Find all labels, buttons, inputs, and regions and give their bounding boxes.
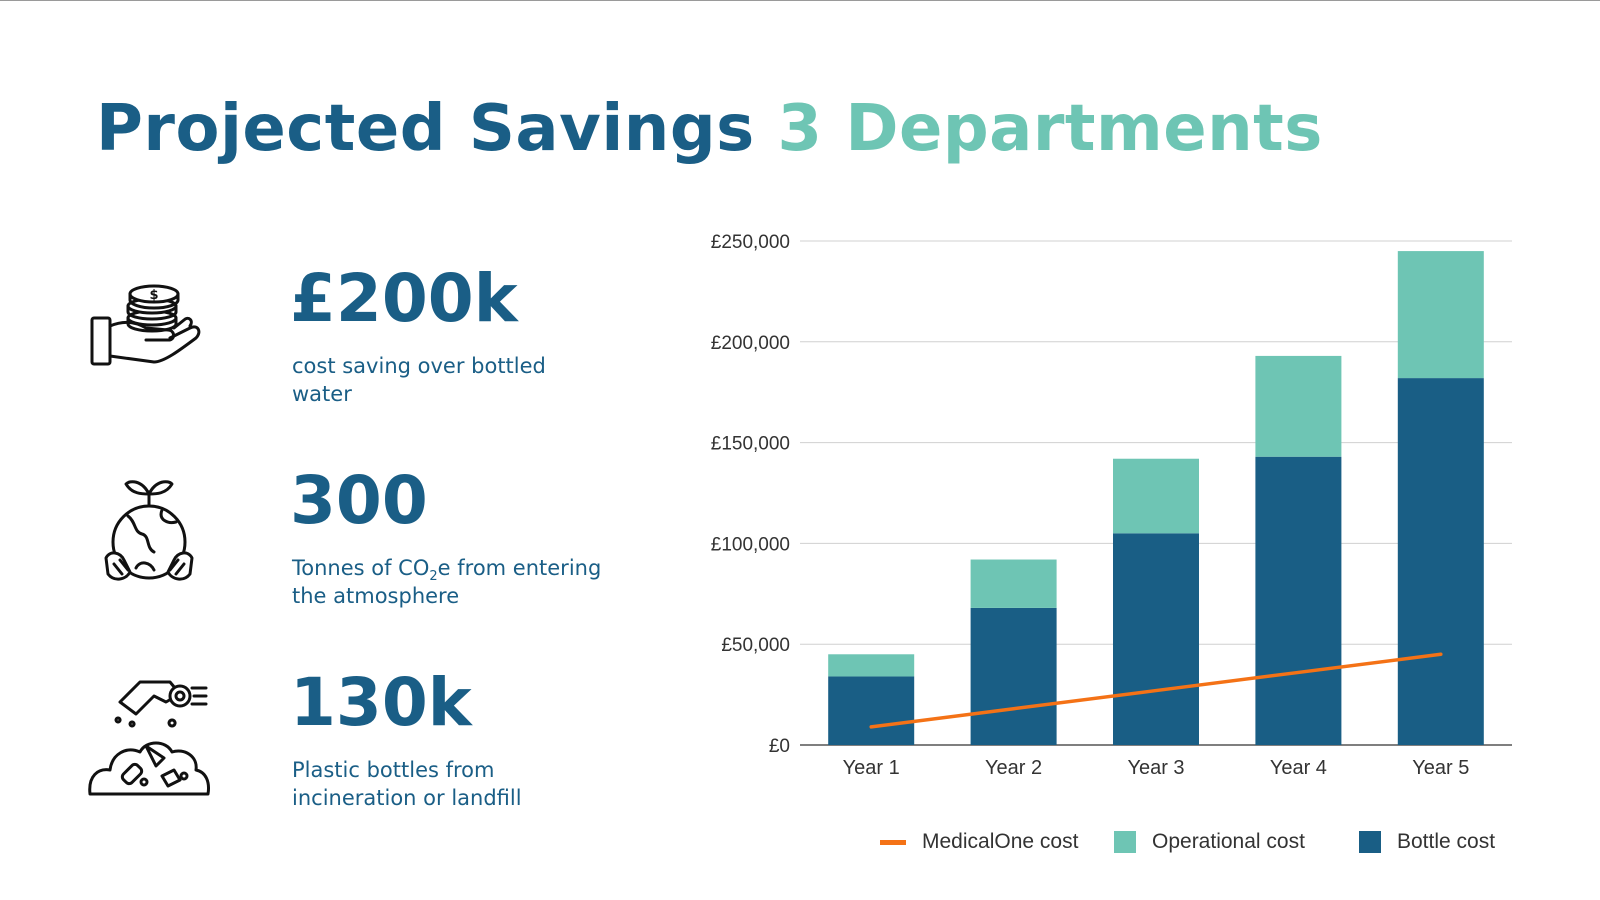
legend-swatch-bottle [1359, 831, 1381, 853]
legend-label: Operational cost [1152, 830, 1305, 853]
bar-operational-cost [970, 559, 1057, 608]
bar-bottle-cost [970, 607, 1057, 745]
line-medicalone-cost [869, 652, 1443, 729]
x-tick-label: Year 5 [1412, 757, 1469, 779]
y-tick-label: £150,000 [711, 434, 790, 455]
page-title: Projected Savings 3 Departments [96, 92, 1323, 166]
bar-operational-cost [828, 654, 915, 677]
x-tick-label: Year 3 [1127, 757, 1184, 779]
y-tick-label: £50,000 [721, 635, 790, 656]
y-tick-label: £200,000 [711, 333, 790, 354]
legend-label: MedicalOne cost [922, 830, 1079, 853]
bar-operational-cost [1397, 251, 1484, 379]
y-tick-label: £0 [769, 736, 790, 757]
x-tick-label: Year 1 [843, 757, 900, 779]
stat-co2: 300 Tonnes of CO2e from entering the atm… [0, 468, 640, 628]
title-main: Projected Savings [96, 92, 755, 166]
legend-item-medicalone: MedicalOne cost [880, 830, 1078, 854]
stat-value: £200k [290, 260, 518, 337]
legend-swatch-operational [1114, 831, 1136, 853]
bar-bottle-cost [1113, 533, 1199, 745]
bar-bottle-cost [1397, 378, 1484, 745]
legend-swatch-line [880, 839, 906, 845]
stat-value: 130k [290, 664, 472, 741]
bar-operational-cost [1255, 355, 1342, 457]
bar-bottle-cost [1255, 456, 1342, 745]
stat-description: Tonnes of CO2e from entering the atmosph… [292, 556, 602, 608]
bar-bottle-cost [828, 676, 915, 745]
y-tick-label: £250,000 [711, 232, 790, 253]
stat-value: 300 [290, 462, 428, 539]
savings-chart: £0 £50,000 £100,000 £150,000 £200,000 £250,00… [711, 232, 1512, 779]
stat-cost-saving: $ £200k cost saving over bottled water [0, 266, 640, 426]
y-tick-label: £100,000 [711, 534, 790, 555]
legend-item-operational: Operational cost [1114, 830, 1305, 854]
title-accent: 3 Departments [777, 92, 1323, 166]
stat-description: Plastic bottles from incineration or lan… [292, 758, 522, 810]
globe-plant-icon [104, 480, 194, 581]
svg-text:$: $ [149, 288, 158, 303]
bar-operational-cost [1113, 458, 1199, 534]
legend-item-bottle: Bottle cost [1359, 830, 1495, 854]
stat-plastic-bottles: 130k Plastic bottles from incineration o… [0, 670, 640, 830]
bottle-waste-icon [88, 680, 210, 796]
x-tick-label: Year 2 [985, 757, 1042, 779]
x-tick-label: Year 4 [1270, 757, 1327, 779]
hand-coins-icon: $ [90, 284, 201, 366]
top-border [0, 0, 1600, 1]
stat-description: cost saving over bottled water [292, 354, 546, 406]
legend-label: Bottle cost [1397, 830, 1496, 853]
